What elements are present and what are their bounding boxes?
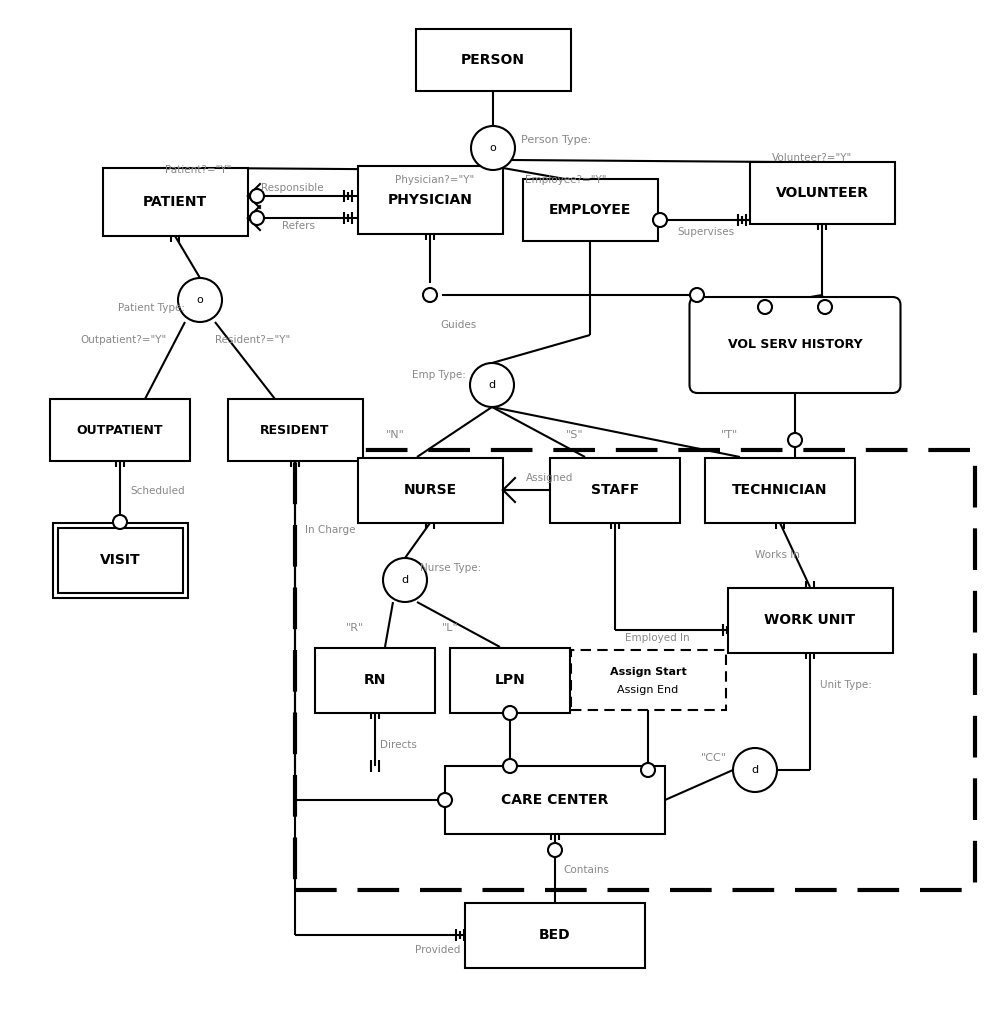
- Circle shape: [817, 300, 831, 314]
- Text: "L": "L": [441, 623, 458, 633]
- Text: d: d: [401, 575, 408, 585]
- Text: Contains: Contains: [562, 865, 608, 874]
- Circle shape: [383, 558, 427, 602]
- Text: o: o: [196, 295, 203, 305]
- Text: Directs: Directs: [380, 740, 416, 750]
- Text: Works In: Works In: [754, 550, 800, 560]
- Text: CARE CENTER: CARE CENTER: [501, 793, 608, 807]
- Bar: [727, 588, 891, 652]
- Bar: [50, 399, 190, 461]
- Text: "T": "T": [721, 430, 738, 440]
- Bar: [295, 450, 974, 890]
- Circle shape: [547, 843, 561, 857]
- Text: TECHNICIAN: TECHNICIAN: [732, 483, 827, 497]
- Circle shape: [249, 189, 263, 203]
- Text: "N": "N": [386, 430, 404, 440]
- Text: Assign End: Assign End: [617, 685, 678, 695]
- Circle shape: [640, 763, 655, 777]
- Circle shape: [733, 748, 776, 792]
- Text: Outpatient?="Y": Outpatient?="Y": [80, 335, 166, 345]
- Bar: [52, 522, 187, 597]
- Circle shape: [469, 362, 514, 407]
- Bar: [450, 647, 570, 713]
- Circle shape: [438, 793, 452, 807]
- Circle shape: [787, 433, 802, 447]
- Circle shape: [757, 300, 771, 314]
- Text: RN: RN: [364, 673, 386, 687]
- Text: Physician?="Y": Physician?="Y": [394, 175, 473, 185]
- Text: "S": "S": [566, 430, 584, 440]
- Text: "R": "R": [345, 623, 364, 633]
- Text: Scheduled: Scheduled: [130, 486, 184, 496]
- Text: VOLUNTEER: VOLUNTEER: [775, 186, 868, 200]
- Circle shape: [249, 211, 263, 225]
- Bar: [704, 458, 854, 522]
- Text: NURSE: NURSE: [403, 483, 457, 497]
- Text: In Charge: In Charge: [305, 525, 355, 535]
- Text: Patient?="Y": Patient?="Y": [165, 165, 231, 175]
- Bar: [445, 766, 665, 834]
- Bar: [357, 458, 502, 522]
- Text: PHYSICIAN: PHYSICIAN: [387, 193, 472, 207]
- Text: OUTPATIENT: OUTPATIENT: [77, 424, 163, 436]
- Text: Responsible: Responsible: [260, 183, 323, 193]
- Circle shape: [503, 759, 517, 773]
- Bar: [103, 168, 247, 236]
- Bar: [357, 166, 502, 234]
- Text: Unit Type:: Unit Type:: [819, 680, 871, 690]
- Text: Resident?="Y": Resident?="Y": [215, 335, 290, 345]
- Text: "CC": "CC": [700, 753, 727, 763]
- Text: Nurse Type:: Nurse Type:: [420, 563, 481, 573]
- Bar: [464, 902, 644, 968]
- Text: RESIDENT: RESIDENT: [260, 424, 329, 436]
- Text: Emp Type:: Emp Type:: [411, 370, 465, 380]
- FancyBboxPatch shape: [689, 297, 899, 393]
- Text: BED: BED: [538, 928, 570, 942]
- Text: Guides: Guides: [440, 319, 476, 330]
- Text: Assign Start: Assign Start: [609, 667, 685, 677]
- Text: Provided: Provided: [414, 945, 459, 955]
- Text: Assigned: Assigned: [526, 473, 573, 483]
- Text: d: d: [488, 380, 495, 390]
- Circle shape: [177, 278, 222, 322]
- Text: PERSON: PERSON: [460, 53, 525, 67]
- Text: PATIENT: PATIENT: [143, 195, 207, 209]
- Bar: [57, 527, 182, 593]
- Bar: [227, 399, 362, 461]
- Bar: [549, 458, 679, 522]
- Text: Employee?="Y": Employee?="Y": [525, 175, 605, 185]
- Bar: [315, 647, 435, 713]
- Bar: [748, 162, 893, 224]
- Text: Supervises: Supervises: [676, 227, 734, 237]
- Bar: [571, 650, 726, 710]
- Text: EMPLOYEE: EMPLOYEE: [548, 203, 631, 217]
- Text: STAFF: STAFF: [591, 483, 639, 497]
- Circle shape: [423, 288, 437, 302]
- Bar: [415, 29, 570, 91]
- Circle shape: [112, 515, 127, 529]
- Circle shape: [689, 288, 703, 302]
- Text: o: o: [489, 143, 496, 153]
- Circle shape: [503, 706, 517, 720]
- Text: Volunteer?="Y": Volunteer?="Y": [771, 153, 851, 163]
- Text: WORK UNIT: WORK UNIT: [764, 613, 855, 627]
- Text: VOL SERV HISTORY: VOL SERV HISTORY: [727, 339, 862, 351]
- Text: Employed In: Employed In: [624, 633, 689, 643]
- Text: Patient Type:: Patient Type:: [118, 303, 184, 313]
- Text: Person Type:: Person Type:: [521, 135, 591, 145]
- Text: VISIT: VISIT: [100, 553, 140, 567]
- Text: d: d: [750, 765, 758, 775]
- Circle shape: [653, 213, 667, 227]
- Circle shape: [470, 126, 515, 170]
- Bar: [522, 179, 657, 241]
- Text: Refers: Refers: [282, 221, 315, 231]
- Text: LPN: LPN: [494, 673, 525, 687]
